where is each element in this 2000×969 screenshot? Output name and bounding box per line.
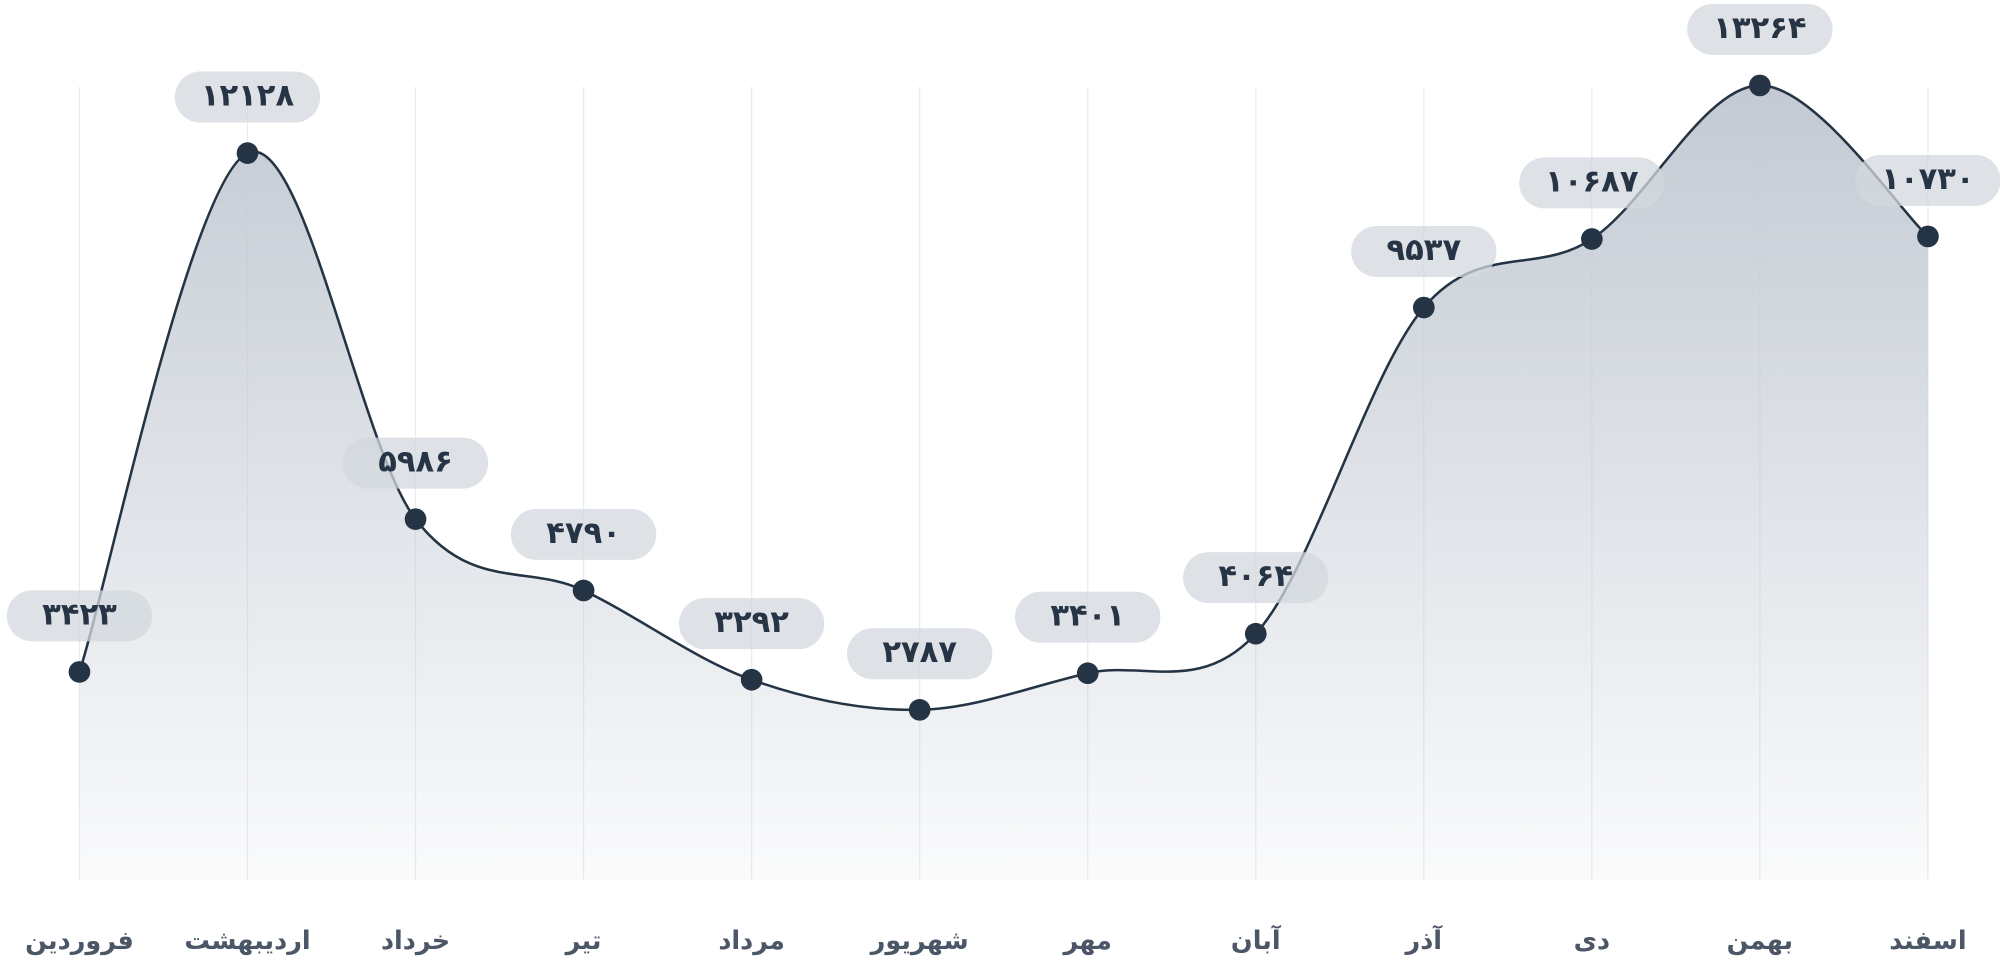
value-label: ۱۰۷۳۰ (1881, 162, 1974, 197)
value-label: ۳۴۰۱ (1050, 599, 1125, 634)
point (1749, 74, 1771, 97)
value-label-bg (678, 598, 825, 650)
value-label-bg (6, 590, 153, 642)
point (572, 579, 595, 602)
point (1076, 662, 1099, 685)
value-label-bg (1855, 154, 2000, 206)
value-label-bg (174, 71, 321, 123)
x-tick-label: فروردین (25, 926, 134, 956)
area (79, 85, 1928, 880)
point (1917, 225, 1939, 248)
value-label: ۴۷۹۰ (546, 516, 621, 551)
value-label-bg (342, 437, 489, 489)
point (1581, 228, 1603, 250)
x-tick-label: اردیبهشت (184, 926, 310, 956)
value-label-bg (1687, 3, 1833, 55)
value-label-bg (1183, 552, 1329, 604)
point (68, 661, 91, 683)
x-tick-label: آذر (1404, 924, 1444, 956)
x-tick-label: تیر (564, 926, 602, 956)
x-tick-label: مرداد (718, 926, 785, 956)
value-label: ۱۲۱۲۸ (201, 79, 295, 114)
point (740, 668, 763, 691)
value-label: ۱۰۶۸۷ (1545, 164, 1639, 199)
value-label: ۱۳۲۶۴ (1713, 11, 1806, 46)
point (908, 698, 931, 721)
x-tick-label: اسفند (1889, 926, 1966, 956)
x-tick-label: بهمن (1727, 926, 1793, 956)
x-tick-label: آبان (1231, 924, 1282, 956)
value-label-bg (1351, 225, 1497, 277)
value-label-bg (510, 508, 657, 560)
value-label-bg (847, 628, 993, 680)
point (236, 142, 259, 164)
point (1412, 296, 1435, 319)
value-label: ۵۹۸۶ (378, 445, 453, 480)
x-tick-label: دی (1574, 926, 1610, 956)
point (1244, 622, 1267, 645)
value-label-bg (1519, 157, 1665, 209)
value-label: ۳۴۲۳ (42, 597, 117, 632)
value-label: ۹۵۳۷ (1386, 233, 1461, 268)
value-label-bg (1015, 591, 1161, 643)
value-label: ۲۷۸۷ (882, 635, 957, 670)
value-label: ۴۰۶۴ (1218, 559, 1293, 594)
point (404, 508, 427, 531)
x-tick-label: خرداد (381, 926, 450, 956)
x-tick-label: مهر (1061, 926, 1112, 956)
value-label: ۳۲۹۲ (714, 605, 789, 640)
x-tick-label: شهریور (869, 926, 969, 956)
